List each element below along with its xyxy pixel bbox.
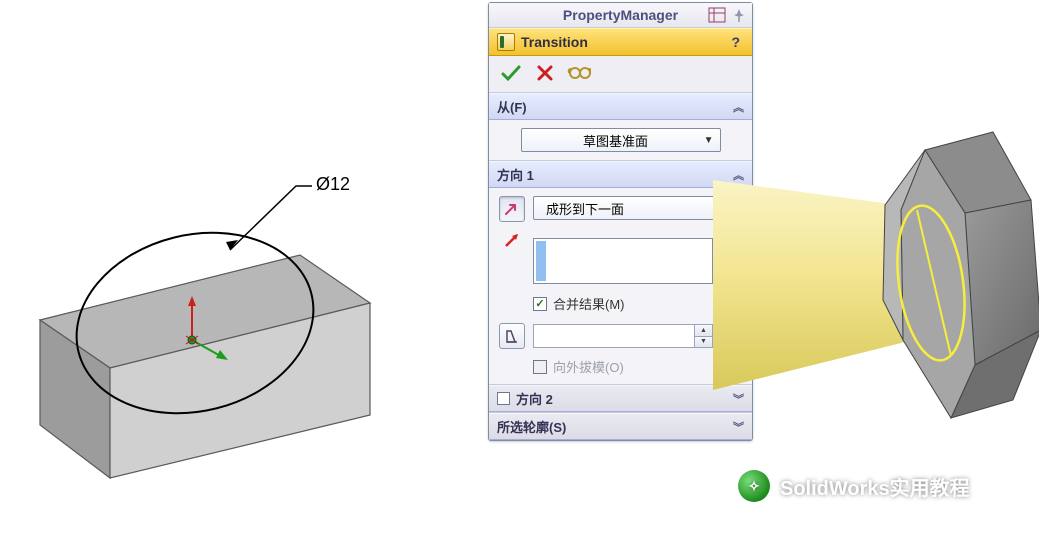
section-from-label: 从(F) xyxy=(497,97,527,116)
sketch-box xyxy=(40,255,370,478)
watermark: ✧ SolidWorks实用教程 xyxy=(738,470,970,502)
merge-result-checkbox[interactable]: ✓ xyxy=(533,297,547,311)
watermark-icon: ✧ xyxy=(738,470,770,502)
preview-button[interactable] xyxy=(567,62,591,84)
from-dropdown[interactable]: 草图基准面 ▼ xyxy=(521,128,721,152)
left-3d-viewport: Ø12 xyxy=(0,0,430,528)
end-condition-dropdown[interactable]: 成形到下一面 ▼ xyxy=(533,196,742,220)
dropdown-arrow-icon: ▼ xyxy=(704,135,714,146)
spin-down-button[interactable]: ▼ xyxy=(694,337,712,348)
ok-button[interactable] xyxy=(499,62,523,84)
cancel-button[interactable] xyxy=(533,62,557,84)
direction-vector-icon xyxy=(502,230,522,250)
section-dir2-label: 方向 2 xyxy=(516,389,553,408)
draft-angle-input[interactable]: ▲ ▼ xyxy=(533,324,713,348)
end-condition-value: 成形到下一面 xyxy=(540,199,725,218)
draft-onoff-button[interactable] xyxy=(499,323,525,349)
from-dropdown-value: 草图基准面 xyxy=(528,131,704,150)
draft-outward-label: 向外拔模(O) xyxy=(553,357,624,376)
direction-selection-box[interactable] xyxy=(533,238,713,284)
merge-result-label: 合并结果(M) xyxy=(553,294,625,313)
sketch-svg: Ø12 xyxy=(0,0,430,528)
dimension-text: Ø12 xyxy=(316,174,350,194)
section-dir1-label: 方向 1 xyxy=(497,165,534,184)
draft-outward-checkbox xyxy=(533,360,547,374)
section-contours-label: 所选轮廓(S) xyxy=(497,417,566,436)
reverse-direction-button[interactable] xyxy=(499,196,525,222)
selection-highlight xyxy=(536,241,546,281)
watermark-text: SolidWorks实用教程 xyxy=(780,472,970,501)
panel-title: PropertyManager xyxy=(563,7,678,23)
preview-svg xyxy=(713,0,1039,528)
dir2-enable-checkbox[interactable] xyxy=(497,392,510,405)
spin-up-button[interactable]: ▲ xyxy=(694,325,712,337)
feature-title: Transition xyxy=(521,34,588,50)
right-3d-viewport xyxy=(753,0,1039,528)
dimension-leader xyxy=(230,186,312,250)
feature-icon xyxy=(497,33,515,51)
